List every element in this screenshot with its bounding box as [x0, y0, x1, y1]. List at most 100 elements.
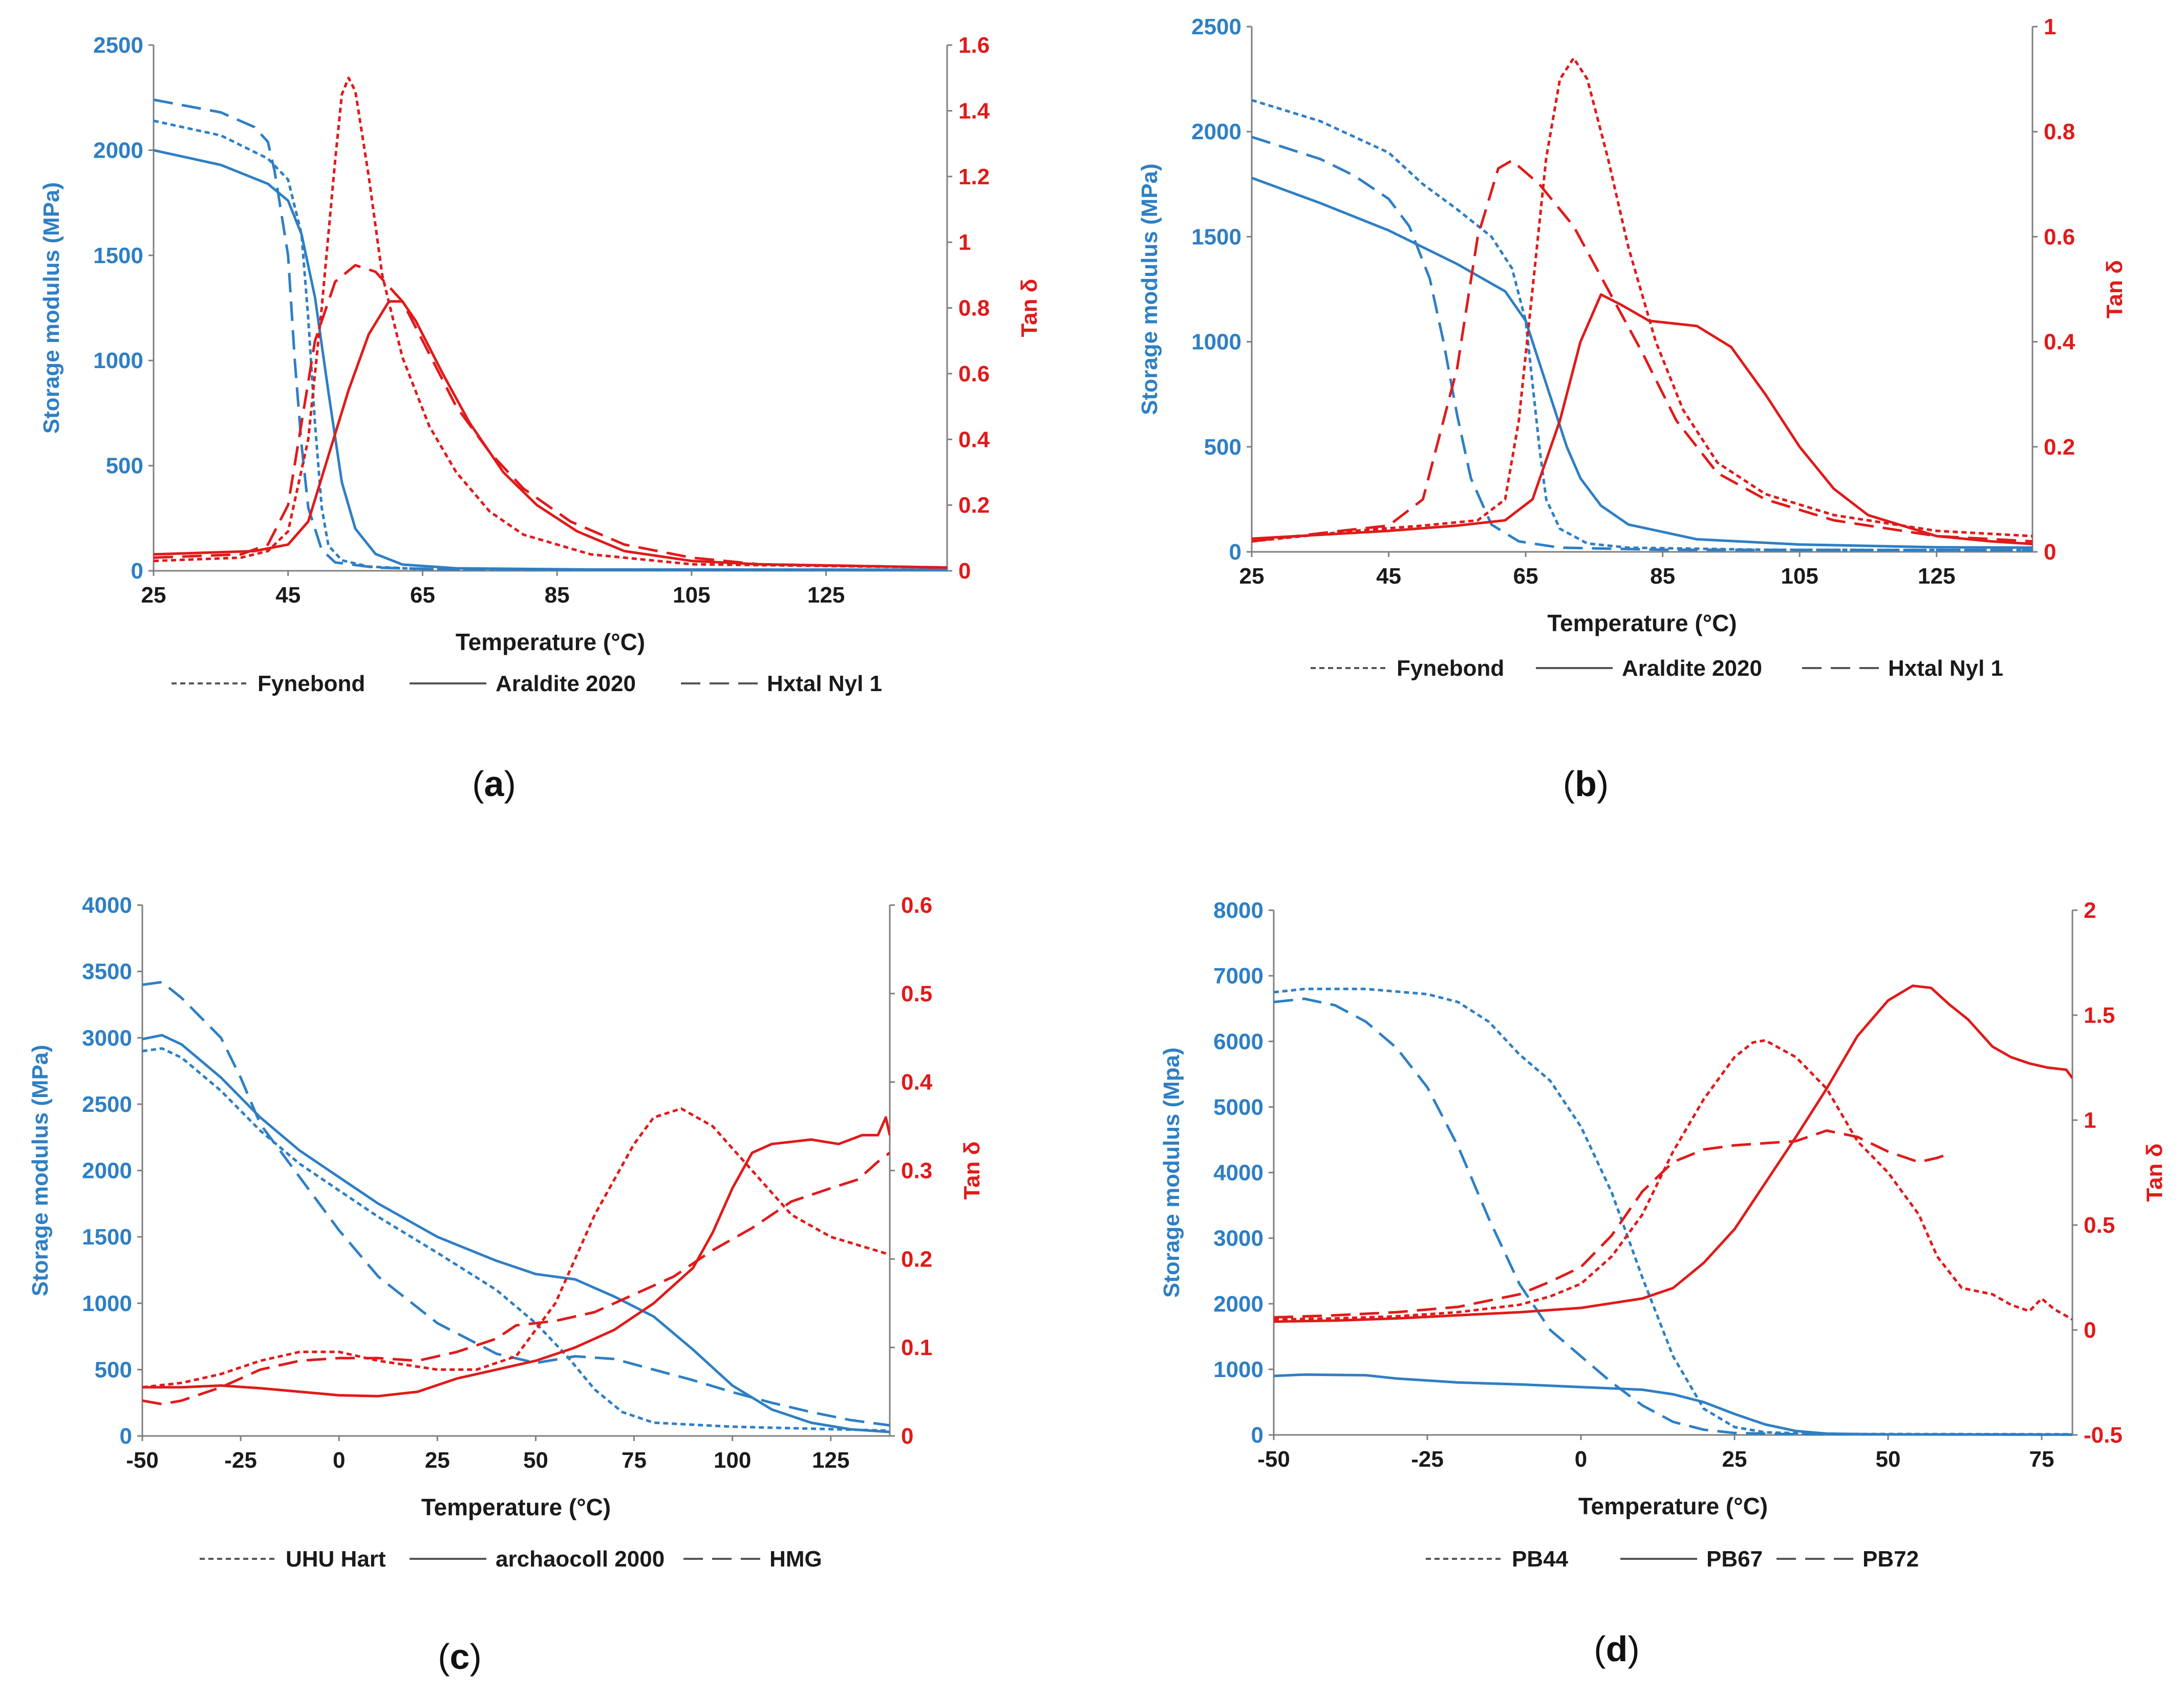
x-tick-label: 85 [545, 583, 570, 608]
caption-open-paren: ( [438, 1637, 449, 1677]
y-left-tick-label: 500 [1204, 435, 1241, 460]
y-right-tick-label: 0.2 [2044, 435, 2075, 460]
y-left-tick-label: 5000 [1213, 1095, 1264, 1120]
y-left-tick-label: 1000 [1213, 1357, 1264, 1382]
y-right-tick-label: 0.5 [901, 981, 932, 1006]
x-axis-label: Temperature (°C) [421, 1494, 611, 1520]
y-right-tick-label: 0.3 [901, 1158, 932, 1184]
legend-label: PB72 [1862, 1547, 1919, 1572]
caption-letter: a [484, 764, 505, 804]
legend-label: Fynebond [1397, 656, 1504, 681]
series-hxtal-nyl-1-storage-modulus [154, 98, 947, 571]
x-tick-label: 125 [812, 1448, 849, 1473]
x-tick-label: 100 [714, 1448, 751, 1473]
y-right-tick-label: 0.6 [2044, 224, 2075, 249]
y-left-tick-label: 2000 [1191, 119, 1241, 144]
y-right-tick-label: 1.4 [958, 98, 990, 123]
x-axis-label: Temperature (°C) [456, 629, 645, 655]
x-axis-label: Temperature (°C) [1547, 610, 1737, 636]
series-fynebond-storage-modulus [1252, 99, 2032, 552]
x-tick-label: 125 [1918, 564, 1955, 589]
y-right-axis-label: Tan δ [2102, 260, 2127, 318]
y-right-axis-label: Tan δ [1017, 279, 1042, 337]
panel-caption: (d) [1594, 1629, 1639, 1669]
series-hxtal-nyl-1-storage-modulus [1252, 136, 2032, 552]
series-fynebond-tan-delta [1252, 57, 2032, 543]
y-right-tick-label: 0 [901, 1424, 913, 1449]
x-tick-label: 105 [673, 583, 710, 608]
y-left-tick-label: 3000 [82, 1025, 132, 1050]
x-tick-label: -50 [1257, 1447, 1290, 1472]
y-left-tick-label: 4000 [82, 893, 132, 918]
y-left-tick-label: 2500 [1191, 14, 1241, 39]
y-right-tick-label: 1 [2044, 14, 2056, 39]
caption-open-paren: ( [472, 764, 484, 804]
y-right-tick-label: 0 [958, 559, 971, 584]
y-left-tick-label: 1500 [82, 1225, 132, 1250]
x-tick-label: 25 [425, 1448, 450, 1473]
x-tick-label: 25 [1722, 1447, 1747, 1472]
series-archaocoll-2000-storage-modulus [142, 1034, 890, 1433]
legend-label: Hxtal Nyl 1 [1888, 656, 2003, 681]
series-araldite-2020-tan-delta [154, 300, 947, 569]
y-left-tick-label: 2000 [1213, 1292, 1264, 1317]
series-pb72-tan-delta [1274, 1129, 1950, 1319]
series-uhu-hart-tan-delta [142, 1107, 890, 1389]
y-left-tick-label: 0 [120, 1424, 132, 1449]
y-left-tick-label: 4000 [1213, 1161, 1264, 1186]
panel-caption: (a) [472, 764, 516, 804]
y-left-tick-label: 6000 [1213, 1029, 1264, 1054]
y-right-tick-label: 0.2 [958, 493, 990, 518]
x-tick-label: 75 [2029, 1447, 2054, 1472]
x-tick-label: 45 [1376, 564, 1401, 589]
y-right-tick-label: 0.4 [901, 1070, 933, 1095]
y-left-axis-label: Storage modulus (Mpa) [1159, 1047, 1184, 1298]
y-right-tick-label: 1.2 [958, 164, 990, 189]
x-tick-label: 45 [275, 583, 301, 608]
x-tick-label: 85 [1650, 564, 1675, 589]
y-right-axis-label: Tan δ [959, 1142, 984, 1200]
x-tick-label: -25 [1411, 1447, 1444, 1472]
y-right-tick-label: 0.1 [901, 1335, 932, 1360]
x-tick-label: 25 [141, 583, 166, 608]
series-uhu-hart-storage-modulus [142, 1047, 890, 1432]
panel-d: 0 1000 2000 3000 4000 5000 6000 7000 8000 -0.5 0 0.… [1159, 898, 2167, 1669]
panel-caption: (b) [1563, 764, 1609, 804]
y-right-tick-label: 1 [2084, 1108, 2096, 1133]
y-right-tick-label: 0.8 [958, 296, 990, 321]
caption-open-paren: ( [1563, 764, 1575, 804]
x-tick-label: 125 [807, 583, 845, 608]
x-tick-label: 105 [1781, 564, 1818, 589]
series-hmg-tan-delta [142, 1151, 890, 1406]
y-right-tick-label: -0.5 [2084, 1423, 2123, 1448]
legend-label: PB67 [1706, 1547, 1763, 1572]
y-left-tick-label: 1500 [1191, 224, 1241, 249]
legend-label: PB44 [1512, 1547, 1569, 1572]
series-hxtal-nyl-1-tan-delta [1252, 159, 2032, 543]
y-left-axis-label: Storage modulus (MPa) [28, 1045, 53, 1296]
y-right-tick-label: 1.5 [2084, 1003, 2115, 1028]
y-right-tick-label: 2 [2084, 898, 2096, 923]
y-left-tick-label: 2500 [82, 1092, 132, 1117]
y-left-tick-label: 500 [106, 454, 143, 479]
legend-label: Araldite 2020 [496, 671, 636, 696]
y-left-axis-label: Storage modulus (MPa) [39, 182, 64, 434]
series-fynebond-tan-delta [154, 76, 947, 569]
y-left-tick-label: 2500 [93, 33, 143, 58]
legend-label: Fynebond [258, 671, 365, 696]
y-right-tick-label: 1 [958, 230, 971, 255]
x-tick-label: 50 [1876, 1447, 1901, 1472]
y-left-tick-label: 3000 [1213, 1226, 1264, 1251]
series-araldite-2020-tan-delta [1252, 293, 2032, 546]
series-pb67-storage-modulus [1274, 1373, 2072, 1436]
y-left-tick-label: 2000 [93, 138, 143, 163]
caption-close-paren: ) [1628, 1629, 1639, 1669]
y-right-tick-label: 0.2 [901, 1247, 932, 1272]
panel-caption: (c) [438, 1637, 482, 1677]
legend-label: HMG [769, 1547, 822, 1572]
x-tick-label: 65 [1513, 564, 1538, 589]
y-right-tick-label: 1.6 [958, 33, 990, 58]
series-pb44-storage-modulus [1274, 988, 2072, 1436]
x-tick-label: 75 [622, 1448, 647, 1473]
